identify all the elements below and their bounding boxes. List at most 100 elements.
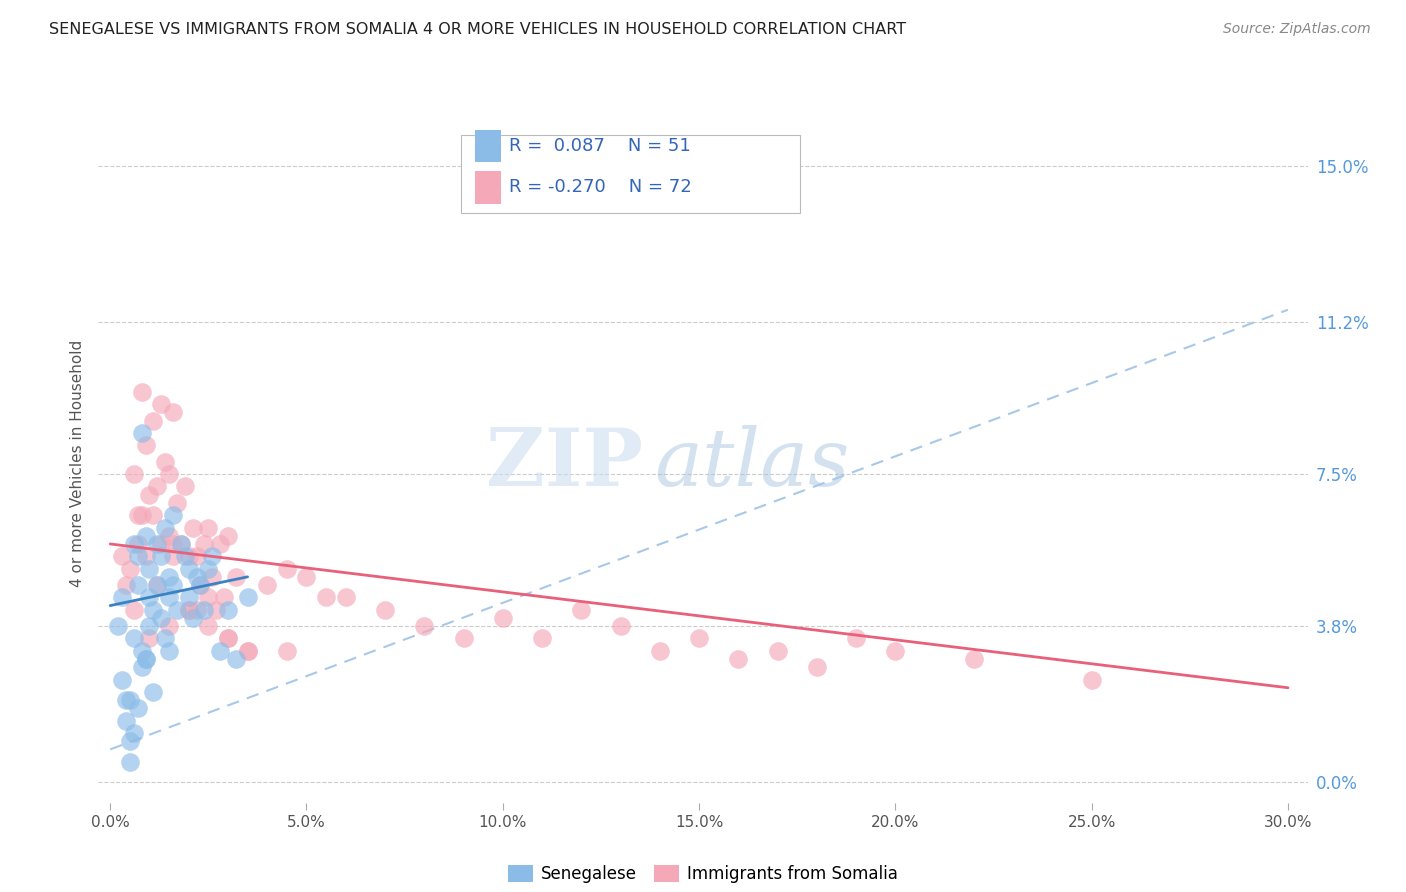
Point: [162, 537, 184, 551]
Point: [177, 603, 200, 617]
Point: [727, 652, 749, 666]
Point: [186, 603, 208, 617]
Point: [127, 549, 149, 564]
Point: [217, 632, 239, 646]
Point: [173, 479, 195, 493]
Point: [212, 591, 235, 605]
Point: [115, 714, 138, 728]
Point: [131, 425, 153, 440]
Text: ZIP: ZIP: [485, 425, 643, 503]
Point: [146, 578, 169, 592]
Point: [111, 591, 134, 605]
Point: [276, 644, 298, 658]
Point: [118, 755, 141, 769]
Point: [135, 652, 157, 666]
Point: [157, 467, 180, 482]
Point: [162, 549, 184, 564]
Point: [150, 549, 173, 564]
Point: [138, 561, 160, 575]
Point: [256, 578, 278, 592]
Point: [131, 384, 153, 399]
Point: [150, 537, 173, 551]
Point: [209, 644, 232, 658]
Point: [153, 455, 176, 469]
Point: [197, 561, 219, 575]
Point: [142, 414, 165, 428]
Point: [236, 591, 259, 605]
Point: [492, 611, 515, 625]
Point: [153, 520, 176, 534]
Point: [205, 603, 228, 617]
Point: [170, 537, 193, 551]
Point: [122, 632, 145, 646]
Point: [146, 479, 169, 493]
Point: [531, 632, 554, 646]
Point: [118, 561, 141, 575]
Point: [453, 632, 475, 646]
Point: [688, 632, 710, 646]
Point: [135, 549, 157, 564]
Point: [335, 591, 357, 605]
Point: [138, 591, 160, 605]
Point: [315, 591, 337, 605]
Point: [157, 644, 180, 658]
Point: [884, 644, 907, 658]
Point: [142, 603, 165, 617]
Point: [201, 549, 224, 564]
Point: [157, 529, 180, 543]
Point: [1080, 673, 1102, 687]
Point: [162, 405, 184, 419]
Point: [766, 644, 789, 658]
Point: [142, 508, 165, 523]
Point: [569, 603, 592, 617]
Text: atlas: atlas: [655, 425, 851, 502]
Point: [201, 570, 224, 584]
Point: [122, 726, 145, 740]
Point: [197, 591, 219, 605]
Point: [190, 578, 212, 592]
Point: [150, 397, 173, 411]
Point: [135, 652, 157, 666]
Point: [138, 632, 160, 646]
Point: [122, 467, 145, 482]
Point: [127, 508, 149, 523]
Point: [217, 529, 239, 543]
Point: [131, 644, 153, 658]
Point: [186, 570, 208, 584]
Point: [111, 549, 134, 564]
Point: [217, 603, 239, 617]
Point: [162, 578, 184, 592]
Point: [142, 685, 165, 699]
Point: [157, 619, 180, 633]
Point: [177, 591, 200, 605]
Point: [225, 570, 247, 584]
Point: [276, 561, 298, 575]
Point: [374, 603, 396, 617]
Text: Source: ZipAtlas.com: Source: ZipAtlas.com: [1223, 22, 1371, 37]
Point: [162, 508, 184, 523]
Point: [197, 520, 219, 534]
Point: [146, 537, 169, 551]
Point: [181, 611, 204, 625]
Point: [295, 570, 318, 584]
Point: [177, 561, 200, 575]
Y-axis label: 4 or more Vehicles in Household: 4 or more Vehicles in Household: [70, 340, 86, 588]
Point: [127, 701, 149, 715]
Text: SENEGALESE VS IMMIGRANTS FROM SOMALIA 4 OR MORE VEHICLES IN HOUSEHOLD CORRELATIO: SENEGALESE VS IMMIGRANTS FROM SOMALIA 4 …: [49, 22, 907, 37]
Point: [122, 537, 145, 551]
Point: [157, 591, 180, 605]
Point: [648, 644, 671, 658]
Point: [166, 496, 188, 510]
Point: [193, 603, 215, 617]
Point: [127, 578, 149, 592]
Point: [107, 619, 129, 633]
Point: [146, 578, 169, 592]
Point: [118, 734, 141, 748]
Point: [118, 693, 141, 707]
Point: [236, 644, 259, 658]
Legend: Senegalese, Immigrants from Somalia: Senegalese, Immigrants from Somalia: [501, 858, 905, 889]
Point: [138, 488, 160, 502]
Point: [190, 578, 212, 592]
Point: [127, 537, 149, 551]
Point: [135, 438, 157, 452]
